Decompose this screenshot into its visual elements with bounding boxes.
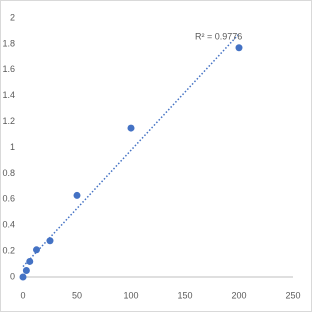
y-tick-label: 0.2 <box>2 245 15 255</box>
point <box>46 237 54 245</box>
annotation: R² = 0.9776 <box>195 31 242 41</box>
point <box>26 257 34 265</box>
y-tick-label: 0.8 <box>2 168 15 178</box>
x-tick-label: 0 <box>20 290 25 300</box>
y-tick-label: 0.4 <box>2 220 15 230</box>
x-tick-label: 50 <box>72 290 82 300</box>
chart: 0 0.2 0.4 0.6 0.8 1 1.2 1.4 1.6 1.8 2 0 50 100 150 200 2… <box>0 0 312 312</box>
point <box>22 267 30 275</box>
point <box>127 124 135 132</box>
y-tick-label: 1.2 <box>2 116 15 126</box>
x-tick-label: 200 <box>231 290 246 300</box>
x-tick-label: 150 <box>177 290 192 300</box>
y-tick-label: 1.8 <box>2 38 15 48</box>
point <box>33 246 40 254</box>
y-tick-label: 1.6 <box>2 64 15 74</box>
y-tick-label: 0.6 <box>2 194 15 204</box>
point <box>19 273 27 281</box>
chart-border <box>0 0 312 312</box>
y-tick-label: 1.4 <box>2 90 15 100</box>
y-tick-label: 2 <box>10 12 15 22</box>
y-tick-label: 0 <box>10 271 15 281</box>
x-tick-label: 250 <box>285 290 300 300</box>
y-tick-label: 1 <box>10 142 15 152</box>
point <box>235 44 243 52</box>
x-tick-label: 100 <box>123 290 138 300</box>
point <box>73 191 81 199</box>
trendline <box>22 33 240 268</box>
